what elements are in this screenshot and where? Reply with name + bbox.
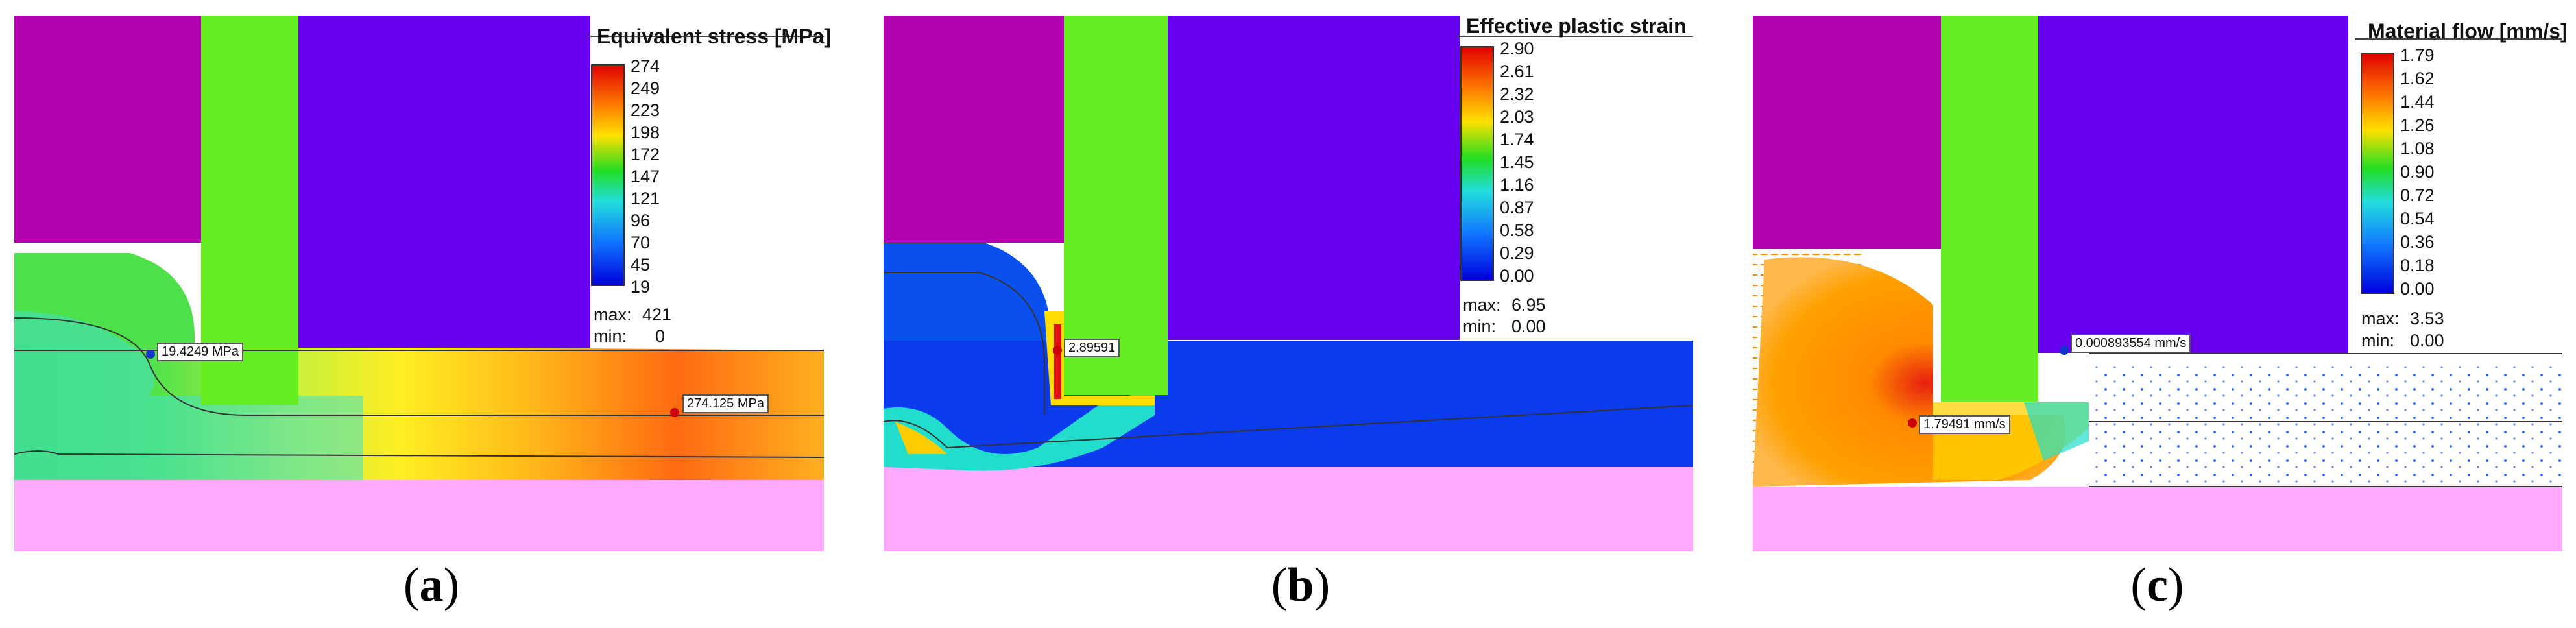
tick-label: 0.72: [2400, 186, 2435, 205]
caption-a: (a): [403, 559, 460, 612]
probe-label-min: 19.4249 MPa: [157, 343, 243, 361]
shear-band-red: [1054, 324, 1061, 399]
flow-line-upper: [14, 317, 824, 416]
max-value: 3.53: [2410, 309, 2444, 328]
min-value: 0.00: [2410, 331, 2444, 350]
tick-label: 249: [631, 78, 660, 98]
sheet-bottom-edge: [14, 450, 825, 458]
max-label: max:: [594, 305, 632, 324]
tick-label: 1.45: [1500, 152, 1534, 172]
legend-title: Equivalent stress [MPa]: [597, 25, 831, 48]
colorbar: [591, 64, 625, 286]
tick-label: 70: [631, 233, 651, 252]
probe-marker: [1053, 346, 1062, 355]
punch: [1064, 16, 1168, 395]
probe-marker-max: [1908, 418, 1917, 428]
panel-a-simulation-view: [14, 16, 825, 551]
min-label: min:: [1463, 317, 1497, 336]
yellow-strain-spot: [895, 422, 947, 454]
panel-a: Equivalent stress [MPa] 274 249 223 198 …: [0, 0, 863, 628]
tick-label: 172: [631, 145, 660, 164]
max-label: max:: [1463, 295, 1501, 315]
tick-label: 2.90: [1500, 39, 1534, 58]
min-label: min:: [594, 326, 627, 346]
tick-label: 121: [631, 189, 660, 208]
tick-label: 147: [631, 167, 660, 186]
tick-label: 2.03: [1500, 107, 1534, 127]
legend-title: Material flow [mm/s]: [2368, 19, 2568, 43]
cyan-stress-zone: [14, 311, 363, 480]
probe-label-max: 274.125 MPa: [682, 394, 769, 413]
flow-cyan-zone: [2024, 402, 2089, 461]
probe-marker-max: [670, 408, 679, 417]
sheet-strain-field: [884, 341, 1693, 467]
lower-die: [884, 467, 1693, 551]
probe-label-min: 0.000893554 mm/s: [2071, 334, 2191, 353]
tick-label: 1.74: [1500, 130, 1534, 149]
panel-b-simulation-view: [883, 16, 1694, 551]
probe-label-max: 1.79491 mm/s: [1919, 415, 2010, 434]
lower-die: [14, 480, 824, 551]
sheet-top-block: [298, 16, 590, 348]
colorbar: [2361, 53, 2394, 294]
caption-c: (c): [2130, 559, 2184, 612]
punch: [1941, 16, 2038, 402]
tick-label: 0.18: [2400, 256, 2435, 275]
tick-label: 198: [631, 123, 660, 142]
max-value: 421: [642, 305, 672, 324]
flow-dots-right: [2089, 363, 2562, 487]
probe-marker-min: [2060, 346, 2069, 355]
lower-die: [1753, 487, 2562, 551]
min-value: 0: [655, 326, 666, 346]
min-label: min:: [2361, 331, 2395, 350]
panel-c-simulation-view: [1753, 16, 2562, 551]
panel-c: Material flow [mm/s] 1.79 1.62 1.44 1.26…: [1739, 0, 2576, 628]
panel-b: Effective plastic strain 2.90 2.61 2.32 …: [869, 0, 1732, 628]
caption-b: (b): [1271, 559, 1330, 612]
max-value: 6.95: [1511, 295, 1546, 315]
tick-label: 2.61: [1500, 62, 1534, 81]
tick-label: 0.00: [2400, 279, 2435, 298]
tick-label: 2.32: [1500, 84, 1534, 104]
upper-die: [884, 16, 1072, 243]
flow-line-upper: [884, 272, 1045, 415]
max-label: max:: [2361, 309, 2400, 328]
tick-label: 0.54: [2400, 209, 2435, 228]
tick-label: 274: [631, 56, 660, 76]
legend-title: Effective plastic strain: [1466, 14, 1687, 38]
tick-label: 1.26: [2400, 115, 2435, 135]
tick-label: 1.44: [2400, 92, 2435, 112]
punch: [201, 16, 298, 405]
min-value: 0.00: [1511, 317, 1546, 336]
tick-label: 1.62: [2400, 69, 2435, 88]
tick-label: 0.36: [2400, 232, 2435, 252]
cyan-strain-zone: [884, 389, 1155, 471]
tick-label: 1.08: [2400, 139, 2435, 158]
tick-label: 0.87: [1500, 198, 1534, 217]
probe-marker-min: [146, 350, 155, 359]
tick-label: 0.29: [1500, 243, 1534, 263]
upper-die: [1753, 16, 1947, 249]
tick-label: 19: [631, 277, 651, 296]
sheet-top-block: [2037, 16, 2348, 353]
colorbar: [1460, 46, 1494, 281]
tick-label: 45: [631, 255, 651, 274]
tick-label: 0.00: [1500, 266, 1534, 285]
upper-die: [14, 16, 202, 243]
tick-label: 223: [631, 101, 660, 120]
tick-label: 1.16: [1500, 175, 1534, 195]
sheet-top-block: [1168, 16, 1460, 340]
tick-label: 1.79: [2400, 45, 2435, 65]
tick-label: 96: [631, 211, 651, 230]
tick-label: 0.58: [1500, 221, 1534, 240]
flow-line-lower: [883, 405, 1694, 449]
tick-label: 0.90: [2400, 162, 2435, 182]
probe-label: 2.89591: [1064, 339, 1120, 357]
